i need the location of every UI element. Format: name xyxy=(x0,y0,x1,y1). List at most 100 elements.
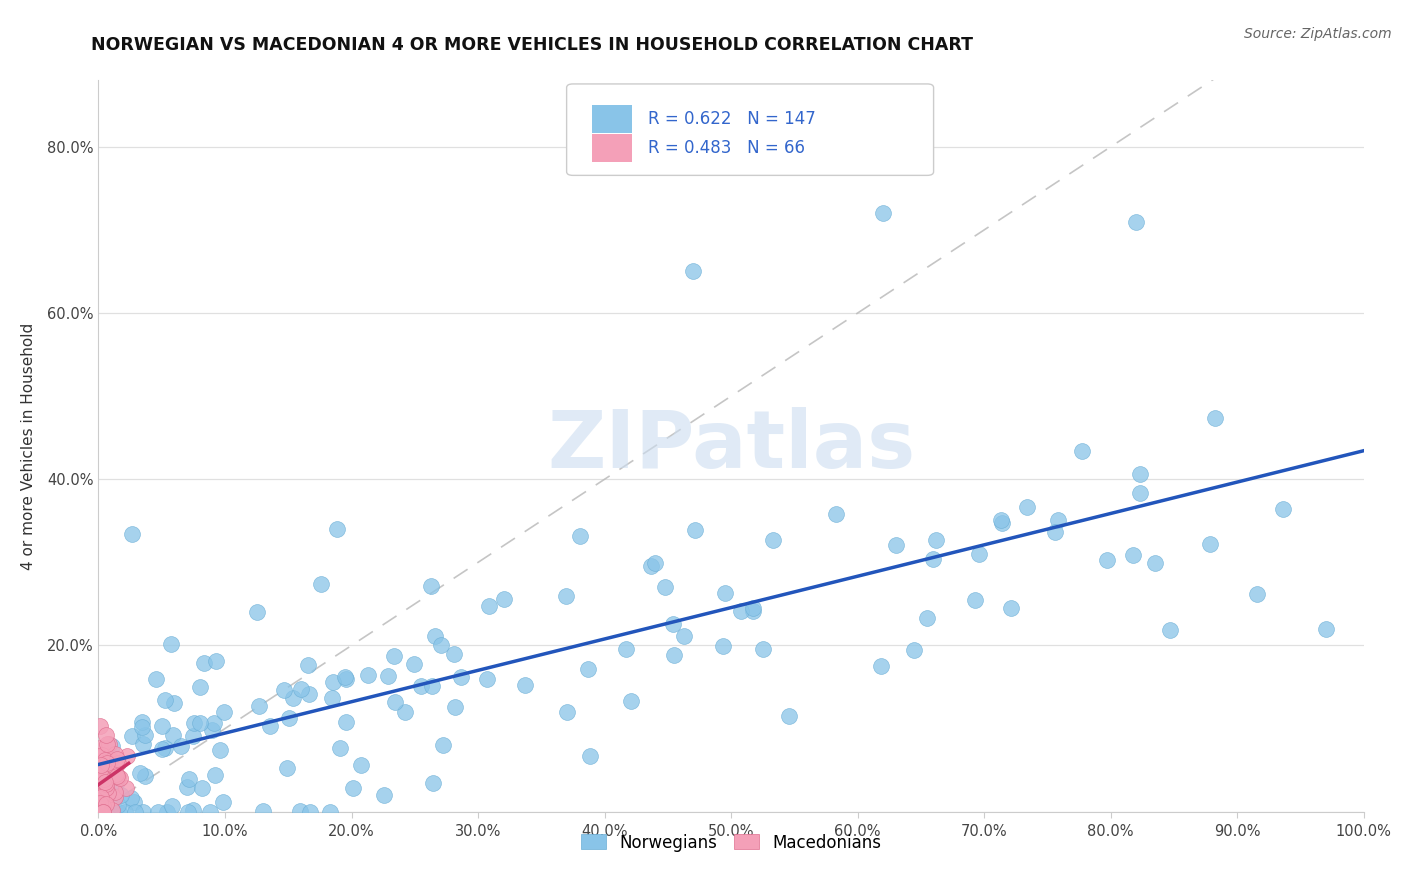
Point xyxy=(105,752,128,766)
Point xyxy=(432,738,454,752)
Point xyxy=(107,756,129,770)
Point xyxy=(425,629,447,643)
Point xyxy=(134,769,156,783)
Point xyxy=(247,698,270,713)
Point xyxy=(93,772,115,786)
Point xyxy=(132,737,155,751)
Point xyxy=(120,791,142,805)
Point xyxy=(90,784,112,798)
Point xyxy=(450,670,472,684)
Point xyxy=(252,804,274,818)
Point xyxy=(104,790,127,805)
Point xyxy=(200,723,222,737)
Point xyxy=(290,682,312,697)
Point xyxy=(990,513,1012,527)
Point xyxy=(104,768,127,782)
Point xyxy=(96,756,118,770)
Point xyxy=(321,691,343,706)
Point xyxy=(1015,500,1038,515)
Point xyxy=(91,764,114,779)
Point xyxy=(177,805,200,819)
Point xyxy=(150,742,173,756)
Point xyxy=(616,641,638,656)
Point xyxy=(107,798,129,813)
Point xyxy=(87,781,110,796)
Point xyxy=(100,739,122,754)
Point xyxy=(181,803,204,817)
Point xyxy=(91,782,114,797)
Point xyxy=(1046,513,1069,527)
Point xyxy=(91,786,114,800)
Point xyxy=(188,715,211,730)
Point xyxy=(654,580,676,594)
Point xyxy=(384,695,406,709)
Point xyxy=(160,798,183,813)
Point xyxy=(443,647,465,661)
Point xyxy=(246,605,269,619)
Point xyxy=(1125,214,1147,228)
Point xyxy=(114,805,136,819)
Point xyxy=(155,741,177,756)
Point xyxy=(555,705,578,719)
Point xyxy=(129,766,152,780)
FancyBboxPatch shape xyxy=(592,135,633,162)
Point xyxy=(1095,552,1118,566)
Point xyxy=(91,805,114,819)
Point xyxy=(198,805,221,819)
Point xyxy=(150,719,173,733)
Point xyxy=(1198,536,1220,550)
Point xyxy=(1000,600,1022,615)
Point xyxy=(869,659,891,673)
Point xyxy=(1129,486,1152,500)
Point xyxy=(278,711,301,725)
Point xyxy=(554,590,576,604)
Point xyxy=(105,766,128,780)
Point xyxy=(170,739,193,753)
Point xyxy=(276,761,298,775)
Point xyxy=(91,748,114,763)
Point xyxy=(394,706,416,720)
Point xyxy=(644,556,666,570)
Point xyxy=(91,798,114,813)
Point xyxy=(131,719,153,733)
Point xyxy=(94,774,117,789)
Point xyxy=(515,678,537,692)
Point xyxy=(97,757,120,772)
Point xyxy=(89,772,111,787)
Point xyxy=(96,764,118,779)
Point xyxy=(350,757,373,772)
Point xyxy=(91,769,114,783)
Point xyxy=(742,604,765,618)
Point xyxy=(98,737,121,751)
Point xyxy=(273,682,295,697)
Point xyxy=(89,772,111,787)
Point xyxy=(97,759,120,773)
Point xyxy=(94,755,117,769)
Point xyxy=(176,780,198,795)
Y-axis label: 4 or more Vehicles in Household: 4 or more Vehicles in Household xyxy=(21,322,35,570)
Point xyxy=(101,803,124,817)
Point xyxy=(121,526,143,541)
Point xyxy=(191,780,214,795)
Point xyxy=(620,693,643,707)
Text: R = 0.483   N = 66: R = 0.483 N = 66 xyxy=(648,139,804,157)
Point xyxy=(494,592,516,607)
Point xyxy=(90,747,112,762)
FancyBboxPatch shape xyxy=(592,105,633,133)
Point xyxy=(322,674,344,689)
Point xyxy=(477,672,499,686)
Point xyxy=(903,643,925,657)
Point xyxy=(124,805,146,819)
Point xyxy=(160,637,183,651)
Point xyxy=(89,749,111,764)
Point xyxy=(91,805,114,819)
Point xyxy=(409,680,432,694)
Point xyxy=(181,730,204,744)
Point xyxy=(97,786,120,800)
Point xyxy=(162,728,184,742)
Point xyxy=(382,648,405,663)
Point xyxy=(94,798,117,813)
Point xyxy=(91,805,114,819)
Point xyxy=(94,780,117,795)
Point xyxy=(104,785,127,799)
